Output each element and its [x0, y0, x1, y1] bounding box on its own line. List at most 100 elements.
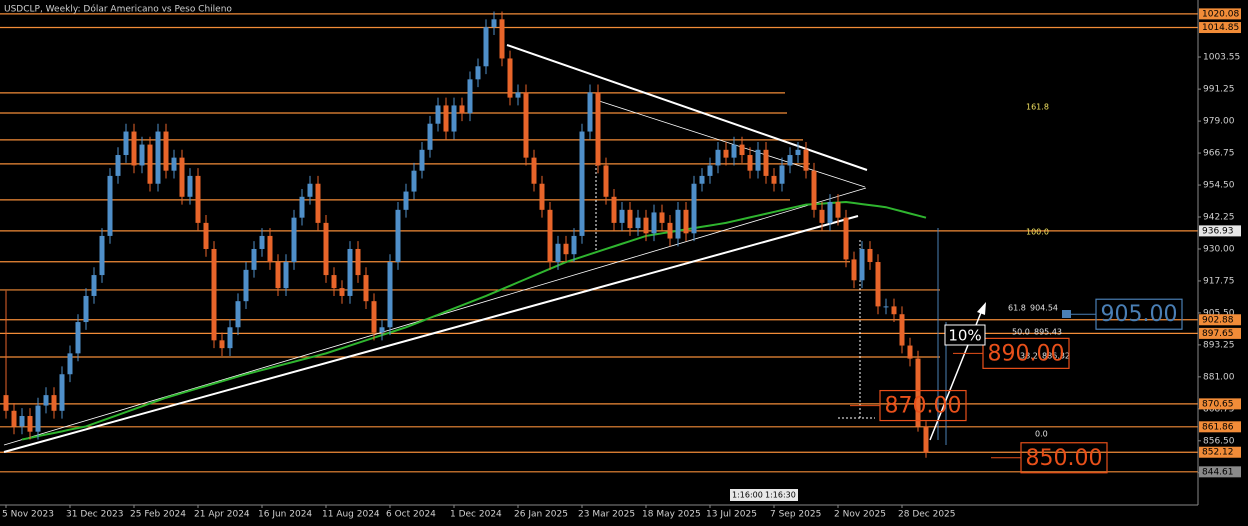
- level-label: 1014.85: [1202, 23, 1239, 33]
- level-label: 1020.08: [1202, 9, 1239, 19]
- y-tick-label: 881.00: [1203, 372, 1235, 382]
- target-label: 905.00: [1101, 302, 1178, 327]
- y-tick-label: 1003.55: [1203, 53, 1240, 63]
- candle-body: [291, 217, 297, 263]
- level-label-box: [1199, 327, 1241, 339]
- candle-body: [499, 19, 505, 59]
- candle-body: [11, 410, 17, 427]
- candle-body: [315, 183, 321, 223]
- candle-body: [355, 248, 361, 276]
- candle-body: [771, 175, 777, 184]
- fibo-ratio: 50.0: [1012, 328, 1030, 337]
- candle-body: [563, 243, 569, 255]
- level-label: 897.65: [1202, 329, 1234, 339]
- candle-body: [619, 209, 625, 223]
- candle-body: [611, 196, 617, 223]
- trend-line: [506, 44, 868, 171]
- target-label: 890.00: [988, 341, 1065, 366]
- candle-body: [627, 209, 633, 229]
- x-tick-label: 2 Nov 2025: [834, 510, 886, 520]
- candle-body: [859, 248, 865, 281]
- candle-body: [283, 262, 289, 289]
- candle-body: [715, 149, 721, 166]
- candle-body: [507, 58, 513, 98]
- candle-body: [243, 269, 249, 302]
- candle-body: [667, 222, 673, 239]
- x-tick-label: 11 Aug 2024: [322, 510, 380, 520]
- x-tick-label: 13 Jul 2025: [706, 510, 757, 520]
- candle-body: [339, 288, 345, 296]
- y-tick-label: 856.50: [1203, 436, 1235, 446]
- candle-body: [571, 235, 577, 255]
- candle-body: [275, 262, 281, 289]
- candle-body: [443, 105, 449, 132]
- y-tick-label: 893.25: [1203, 340, 1235, 350]
- candle-body: [387, 262, 393, 328]
- x-tick-label: 21 Apr 2024: [194, 510, 250, 520]
- candle-body: [163, 131, 169, 171]
- level-label-box: [1199, 314, 1241, 326]
- candle-body: [691, 183, 697, 234]
- candle-body: [323, 222, 329, 276]
- level-label: 861.86: [1202, 422, 1234, 432]
- x-tick-label: 25 Feb 2024: [130, 510, 186, 520]
- candle-body: [475, 66, 481, 80]
- candle-body: [35, 405, 41, 432]
- candle-body: [347, 248, 353, 296]
- target-label: 850.00: [1026, 446, 1103, 471]
- candle-body: [595, 92, 601, 166]
- x-tick-label: 16 Jun 2024: [258, 510, 312, 520]
- candle-body: [139, 144, 145, 166]
- candle-body: [331, 275, 337, 289]
- fibo-ratio: 38.2: [1020, 352, 1038, 361]
- candles: [3, 11, 929, 458]
- target-box: [1020, 442, 1108, 474]
- level-label: 902.88: [1202, 315, 1234, 325]
- candle-body: [811, 170, 817, 210]
- x-tick-label: 6 Oct 2024: [386, 510, 436, 520]
- chart-title: USDCLP, Weekly: Dólar Americano vs Peso …: [4, 4, 232, 15]
- candle-body: [635, 217, 641, 229]
- x-tick-label: 1 Dec 2024: [450, 510, 502, 520]
- y-tick-label: 954.50: [1203, 181, 1235, 191]
- candle-body: [3, 395, 9, 411]
- annotation-box: [944, 324, 986, 346]
- candle-body: [227, 327, 233, 349]
- level-label-box: [1199, 446, 1241, 458]
- candle-body: [603, 165, 609, 197]
- candle-body: [699, 175, 705, 184]
- candle-body: [155, 131, 161, 184]
- time-label: 1:16:00: [732, 491, 763, 500]
- candle-body: [403, 191, 409, 210]
- candle-body: [459, 105, 465, 114]
- annotation: 10%: [948, 327, 981, 345]
- candle-body: [67, 353, 73, 375]
- fibo-price: 886.32: [1042, 352, 1070, 361]
- fibo-ratio: 0.0: [1035, 430, 1048, 439]
- candle-body: [675, 209, 681, 239]
- candle-body: [555, 243, 561, 263]
- candle-body: [99, 235, 105, 276]
- candle-body: [915, 358, 921, 427]
- candle-body: [851, 259, 857, 281]
- x-tick-label: 23 Mar 2025: [578, 510, 635, 520]
- candle-body: [891, 306, 897, 315]
- x-tick-label: 28 Dec 2025: [898, 510, 956, 520]
- x-tick-label: 31 Dec 2023: [66, 510, 124, 520]
- target-box: [879, 389, 967, 422]
- candle-body: [779, 165, 785, 184]
- candle-body: [251, 248, 257, 270]
- arrow-head: [977, 302, 986, 315]
- candle-body: [531, 157, 537, 184]
- candle-body: [363, 275, 369, 302]
- fibo-ratio: 61.8: [1008, 304, 1026, 313]
- candle-body: [235, 301, 241, 328]
- level-label-box: [1199, 8, 1241, 20]
- candle-body: [819, 209, 825, 223]
- x-tick-label: 5 Nov 2023: [2, 510, 54, 520]
- candle-body: [371, 301, 377, 333]
- candle-body: [59, 374, 65, 411]
- candle-body: [379, 327, 385, 333]
